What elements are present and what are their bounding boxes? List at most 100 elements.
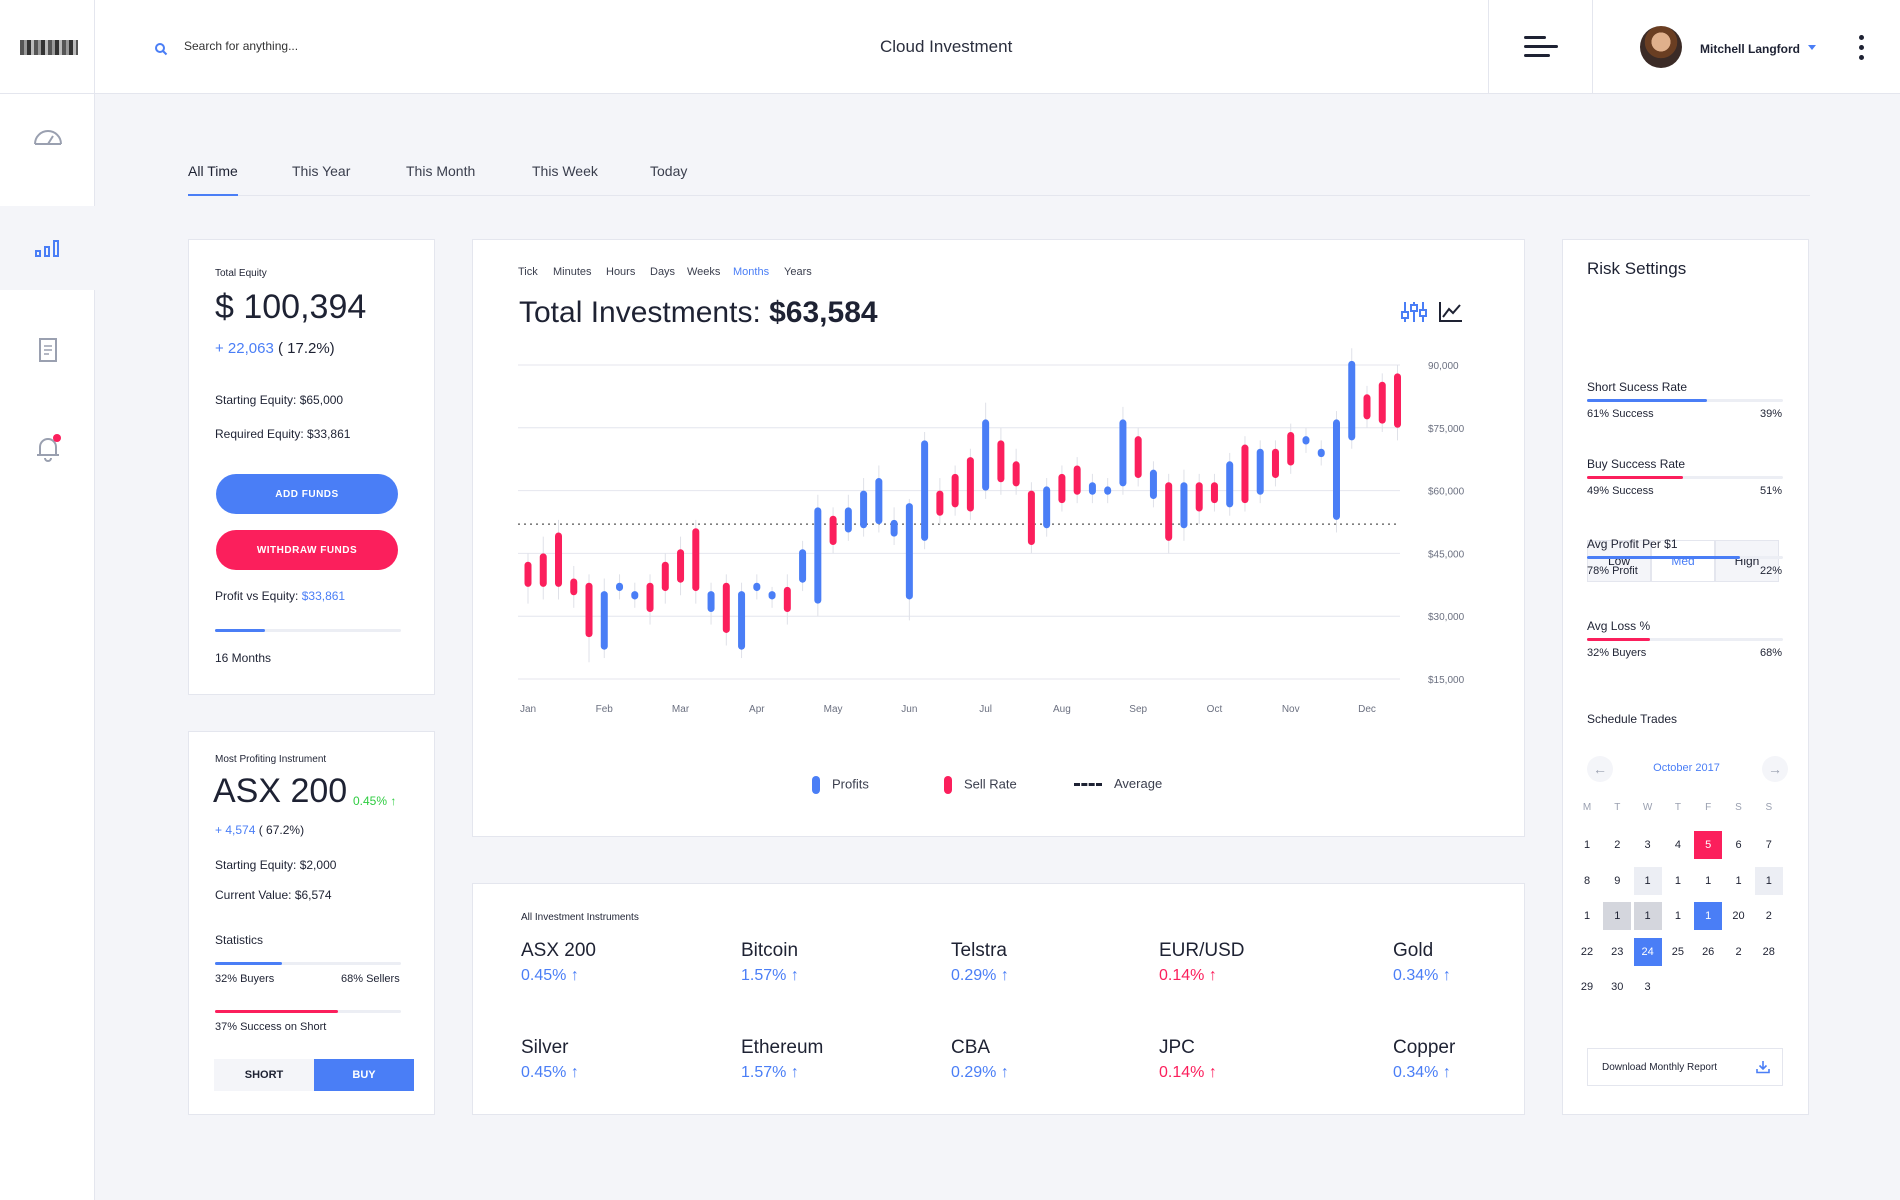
months-label: 16 Months (215, 651, 272, 665)
search-icon[interactable] (154, 42, 168, 56)
range-minutes[interactable]: Minutes (553, 266, 592, 278)
next-month-button[interactable]: → (1762, 756, 1788, 782)
calendar-day[interactable]: 9 (1614, 874, 1621, 887)
prev-month-button[interactable]: ← (1587, 756, 1613, 782)
time-tabs: All Time This Year This Month This Week … (188, 162, 1810, 196)
instrument-name[interactable]: Telstra (951, 940, 1007, 961)
calendar-day[interactable]: 1 (1633, 866, 1662, 895)
candle-body (600, 591, 608, 650)
candle-body (814, 507, 822, 604)
calendar-day[interactable]: 1 (1735, 874, 1742, 887)
calendar-day[interactable]: 6 (1735, 839, 1742, 851)
instrument-name[interactable]: Ethereum (741, 1037, 824, 1058)
calendar-day[interactable]: 2 (1614, 839, 1621, 851)
instruments-card: All Investment Instruments ASX 200 0.45% … (472, 883, 1525, 1115)
calendar-day[interactable]: 24 (1633, 937, 1662, 966)
user-name[interactable]: Mitchell Langford (1700, 42, 1800, 56)
tab-this-year[interactable]: This Year (292, 163, 351, 179)
instrument-name[interactable]: EUR/USD (1159, 940, 1245, 961)
starting-equity: Starting Equity: $65,000 (215, 393, 344, 407)
calendar-day[interactable]: 3 (1644, 981, 1651, 993)
calendar-day[interactable]: 1 (1754, 866, 1783, 895)
calendar-day[interactable]: 3 (1644, 839, 1651, 851)
short-button[interactable]: SHORT (214, 1059, 314, 1091)
calendar-day[interactable]: 25 (1671, 945, 1685, 958)
sidebar-item-notifications[interactable] (0, 406, 95, 490)
calendar-day[interactable]: 1 (1705, 874, 1712, 887)
candle-body (936, 490, 944, 516)
range-years[interactable]: Years (784, 266, 812, 278)
instrument-name[interactable]: Gold (1393, 940, 1434, 961)
tab-today[interactable]: Today (650, 163, 688, 179)
calendar-day[interactable]: 20 (1732, 910, 1745, 922)
candle-body (753, 582, 761, 592)
sidebar-item-dashboard[interactable] (0, 94, 95, 178)
logo[interactable] (20, 40, 78, 55)
range-weeks[interactable]: Weeks (687, 266, 721, 278)
chart-title: Total Investments: (519, 296, 761, 329)
range-tick[interactable]: Tick (518, 266, 538, 278)
calendar-day[interactable]: 2 (1765, 910, 1772, 922)
sidebar-item-analytics[interactable] (0, 206, 95, 290)
calendar-day[interactable]: 2 (1735, 945, 1742, 958)
instrument-name[interactable]: Bitcoin (741, 940, 799, 961)
tab-this-month[interactable]: This Month (406, 163, 476, 179)
risk-metric-label: Avg Profit Per $1 (1587, 537, 1678, 551)
instrument-name[interactable]: CBA (951, 1037, 991, 1058)
more-options-icon[interactable] (1858, 33, 1866, 63)
candle-body (570, 578, 578, 596)
calendar-day[interactable]: 1 (1583, 910, 1591, 922)
legend-sell-label: Sell Rate (964, 776, 1017, 792)
calendar-day[interactable]: 1 (1674, 910, 1681, 922)
calendar-day[interactable]: 7 (1765, 839, 1772, 851)
instrument-name[interactable]: ASX 200 (521, 940, 596, 961)
calendar-day[interactable]: 28 (1762, 945, 1775, 958)
buy-button[interactable]: BUY (314, 1059, 414, 1091)
calendar-day[interactable]: 8 (1583, 874, 1591, 887)
risk-metric-label: Buy Success Rate (1587, 457, 1686, 471)
risk-high-button[interactable]: High (1715, 540, 1779, 582)
candle-body (1165, 482, 1173, 541)
calendar-day[interactable]: 22 (1580, 945, 1594, 958)
calendar-day[interactable]: 29 (1580, 981, 1594, 993)
candle-body (860, 490, 868, 529)
candle-body (1104, 486, 1112, 495)
calendar-day[interactable]: 26 (1702, 945, 1715, 958)
download-report-button[interactable]: Download Monthly Report (1587, 1048, 1783, 1086)
calendar-day[interactable]: 5 (1694, 831, 1723, 859)
calendar-day[interactable]: 1 (1674, 874, 1681, 887)
range-hours[interactable]: Hours (606, 266, 636, 278)
calendar-day[interactable]: 1 (1633, 902, 1662, 930)
instrument-name[interactable]: Copper (1393, 1037, 1456, 1058)
instrument-name[interactable]: JPC (1159, 1037, 1195, 1058)
candle-body (799, 549, 807, 583)
range-days[interactable]: Days (650, 266, 676, 278)
withdraw-funds-button[interactable]: WITHDRAW FUNDS (216, 530, 398, 570)
calendar-day[interactable]: 23 (1611, 945, 1624, 958)
candle-body (1332, 419, 1340, 520)
range-months[interactable]: Months (733, 266, 770, 278)
candle-body (722, 582, 730, 633)
calendar-day[interactable]: 1 (1583, 839, 1591, 851)
chevron-down-icon[interactable] (1808, 45, 1816, 50)
weekday-label: W (1642, 801, 1653, 813)
candle-body (1058, 473, 1066, 504)
candlestick-toggle-icon[interactable] (1400, 300, 1428, 324)
instrument-name[interactable]: Silver (521, 1037, 569, 1058)
calendar-day[interactable]: 1 (1694, 902, 1723, 930)
search-input[interactable] (184, 39, 444, 53)
calendar-day[interactable]: 1 (1603, 902, 1632, 930)
candle-body (616, 582, 624, 592)
risk-med-button[interactable]: Med (1651, 540, 1715, 582)
calendar-day[interactable]: 30 (1611, 981, 1624, 993)
tab-this-week[interactable]: This Week (532, 163, 598, 179)
menu-button[interactable] (1524, 34, 1558, 60)
tab-all-time[interactable]: All Time (188, 162, 238, 196)
sidebar-item-reports[interactable] (0, 308, 95, 392)
add-funds-button[interactable]: ADD FUNDS (216, 474, 398, 514)
instrument-change: 0.45% ↑ (521, 967, 579, 984)
candle-body (1149, 469, 1157, 499)
line-chart-toggle-icon[interactable] (1438, 300, 1464, 324)
calendar-day[interactable]: 4 (1674, 839, 1681, 851)
avatar[interactable] (1640, 26, 1682, 68)
